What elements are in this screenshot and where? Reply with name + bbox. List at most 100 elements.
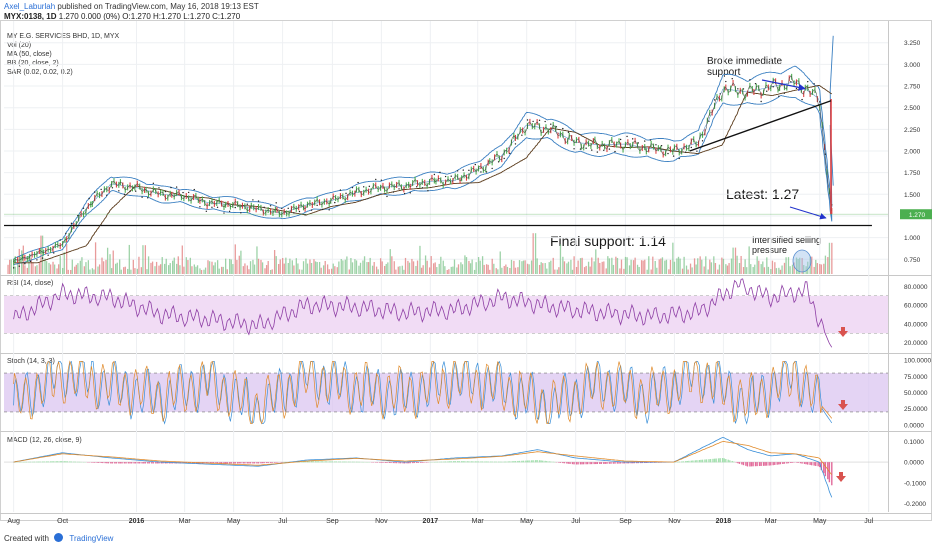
sar-dot (421, 187, 424, 189)
volume-bar (585, 265, 587, 274)
macd-histogram-bar (339, 461, 342, 463)
sar-dot (193, 188, 195, 191)
volume-bar (397, 266, 399, 274)
macd-histogram-bar (252, 462, 254, 464)
volume-bar (404, 257, 407, 274)
macd-histogram-bar (477, 461, 480, 463)
macd-histogram-bar (820, 462, 823, 471)
sar-dot (778, 95, 780, 98)
sar-dot (36, 259, 38, 261)
volume-bar (658, 259, 660, 274)
sar-dot (298, 210, 301, 213)
volume-bar (138, 256, 140, 274)
macd-histogram-bar (550, 461, 552, 463)
macd-histogram-bar (484, 461, 486, 463)
x-tick-label: Sep (619, 518, 632, 525)
sar-dot (626, 135, 628, 138)
macd-histogram-bar (684, 461, 687, 463)
volume-bar (403, 269, 405, 274)
sar-dot (644, 140, 646, 142)
x-tick-label: May (813, 518, 827, 525)
macd-histogram-bar (640, 462, 642, 464)
volume-bar (601, 261, 603, 274)
volume-bar (762, 261, 764, 274)
volume-bar (497, 269, 499, 274)
macd-histogram-bar (495, 461, 497, 463)
macd-histogram-bar (805, 462, 807, 465)
volume-bar (710, 262, 713, 274)
macd-histogram-bar (797, 462, 799, 463)
volume-bar (346, 256, 348, 274)
macd-histogram-bar (115, 462, 118, 464)
volume-bar (477, 257, 480, 274)
macd-histogram-bar (608, 462, 611, 464)
volume-bar (74, 266, 76, 274)
volume-bar (34, 266, 37, 274)
volume-bar (309, 259, 311, 274)
sar-dot (205, 210, 208, 212)
volume-bar (679, 258, 681, 274)
macd-histogram-bar (376, 462, 379, 463)
volume-bar (97, 266, 99, 274)
macd-histogram-bar (571, 462, 574, 465)
sar-dot (573, 148, 575, 150)
sar-dot (462, 169, 464, 171)
macd-histogram-bar (411, 462, 414, 464)
macd-histogram-bar (111, 462, 114, 464)
macd-histogram-bar (440, 461, 443, 463)
sar-dot (813, 83, 815, 85)
symbol-label: MYX:0138, 1D (4, 12, 57, 21)
macd-histogram-bar (273, 462, 276, 463)
macd-histogram-bar (485, 461, 488, 463)
volume-bar (683, 256, 685, 274)
volume-bar (144, 245, 147, 274)
volume-bar (491, 258, 493, 274)
volume-bar (760, 264, 762, 274)
indicator-label: MA (50, close) (7, 51, 52, 58)
macd-histogram-bar (28, 461, 30, 463)
volume-bar (619, 268, 621, 274)
author-link[interactable]: Axel_Laburlah (4, 2, 56, 11)
macd-histogram-bar (596, 462, 599, 465)
macd-histogram-bar (464, 461, 466, 463)
volume-bar (634, 257, 636, 274)
volume-bar (750, 264, 752, 274)
volume-bar (124, 266, 126, 274)
last-price-label: 1.270 (909, 212, 926, 219)
sar-dot (53, 252, 55, 254)
latest-arrow (789, 206, 827, 220)
macd-histogram-bar (253, 462, 256, 464)
volume-bar (355, 260, 358, 274)
macd-histogram-bar (700, 459, 702, 463)
volume-bar (685, 265, 688, 274)
volume-bar (230, 259, 232, 274)
macd-histogram-bar (328, 461, 330, 463)
macd-histogram-bar (22, 461, 24, 463)
macd-histogram-bar (472, 461, 474, 463)
volume-bar (158, 265, 160, 274)
volume-bar (110, 268, 113, 274)
volume-bar (534, 233, 537, 274)
sar-dot (403, 192, 406, 195)
macd-histogram-bar (96, 462, 98, 463)
volume-bar (542, 263, 544, 274)
macd-histogram-bar (831, 462, 833, 486)
macd-histogram-bar (542, 460, 544, 463)
macd-histogram-bar (809, 462, 811, 465)
macd-histogram-bar (738, 462, 741, 464)
volume-bar (167, 265, 170, 274)
sar-dot (134, 190, 137, 192)
sar-dot (701, 140, 704, 142)
volume-bar (363, 256, 366, 274)
volume-bar (623, 268, 625, 274)
macd-histogram-bar (741, 462, 743, 465)
macd-histogram-bar (538, 460, 541, 463)
volume-bar (22, 245, 24, 274)
macd-histogram-bar (559, 462, 562, 463)
macd-histogram-bar (147, 462, 149, 464)
macd-histogram-bar (603, 462, 605, 464)
volume-bar (24, 265, 26, 274)
tradingview-link[interactable]: TradingView (69, 534, 114, 543)
macd-histogram-bar (487, 461, 489, 463)
